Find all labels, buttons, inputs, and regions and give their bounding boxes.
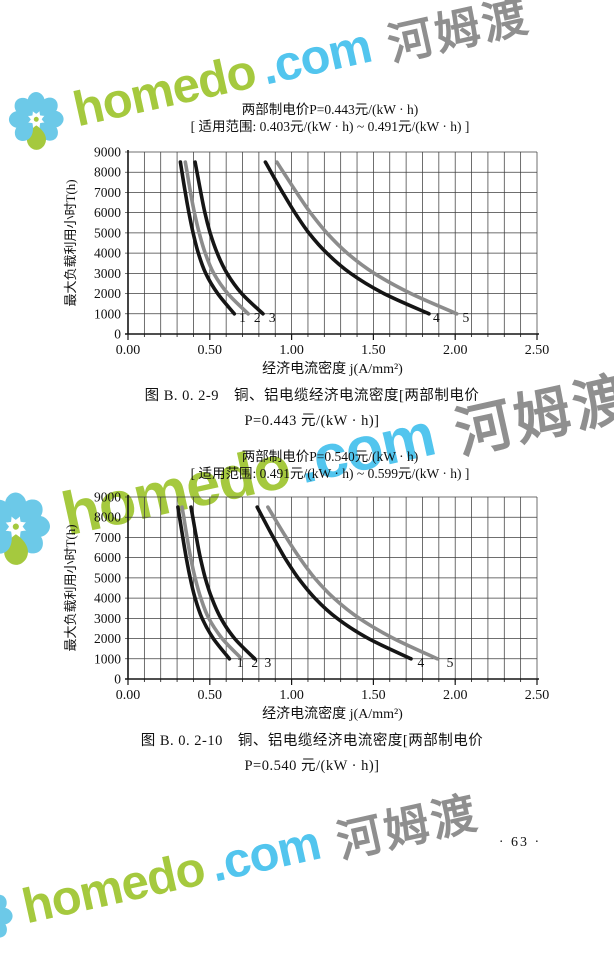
watermark-brand-text: homedo xyxy=(17,841,210,935)
curve-label-5: 5 xyxy=(462,310,469,325)
flower-petal xyxy=(14,97,33,117)
y-tick-label: 1000 xyxy=(94,306,121,321)
x-tick-label: 2.00 xyxy=(443,688,468,703)
watermark-tld-text: .com xyxy=(205,815,325,893)
curve-5 xyxy=(275,160,459,316)
y-tick-label: 2000 xyxy=(94,286,121,301)
homedo-flower-icon xyxy=(0,894,13,938)
x-tick-label: 2.50 xyxy=(525,688,550,703)
flower-petal xyxy=(0,894,7,913)
curve-2 xyxy=(183,160,250,316)
flower-petal xyxy=(8,110,31,128)
y-tick-label: 9000 xyxy=(94,490,121,505)
page-number: · 63 · xyxy=(498,835,542,850)
flower-petal xyxy=(0,919,7,938)
chart-1-caption-line2: P=0.443 元/(kW · h)] xyxy=(244,413,380,429)
watermark-bottom: homedo .com 河姆渡 xyxy=(0,776,484,954)
curve-label-1: 1 xyxy=(239,310,246,325)
y-tick-label: 3000 xyxy=(94,266,121,281)
chart-2-title: 两部制电价P=0.540元/(kW · h) xyxy=(241,449,419,464)
y-tick-label: 6000 xyxy=(94,205,121,220)
y-tick-label: 6000 xyxy=(94,550,121,565)
x-tick-label: 0.50 xyxy=(198,688,223,703)
x-tick-label: 1.00 xyxy=(279,343,304,358)
curve-4 xyxy=(263,160,431,316)
watermark-cjk-text: 河姆渡 xyxy=(383,0,535,71)
curve-label-4: 4 xyxy=(433,310,440,325)
y-tick-label: 2000 xyxy=(94,631,121,646)
flower-leaf-petal xyxy=(26,125,46,150)
flower-petal xyxy=(14,122,34,141)
y-axis-title: 最大负载利用小时T(h) xyxy=(63,524,78,651)
watermark-tld-text: .com xyxy=(256,18,376,96)
curve-label-3: 3 xyxy=(265,655,272,670)
curve-label-2: 2 xyxy=(254,310,261,325)
flower-leaf-petal xyxy=(4,534,28,565)
chart-2-subtitle: [ 适用范围: 0.491元/(kW · h) ~ 0.599元/(kW · h… xyxy=(190,466,470,481)
y-tick-label: 8000 xyxy=(94,510,121,525)
chart-1-plot: 0.00 0.50 1.00 1.50 2.00 2.50 0 1000 2000 3000 400… xyxy=(63,145,550,378)
chart-1-caption-line1: 图 B. 0. 2-9 铜、铝电缆经济电流密度[两部制电价 xyxy=(144,388,480,404)
flower-petal xyxy=(0,516,10,538)
curve-label-5: 5 xyxy=(447,655,454,670)
x-tick-label: 1.00 xyxy=(279,688,304,703)
y-tick-label: 8000 xyxy=(94,165,121,180)
curve-1 xyxy=(178,160,237,316)
x-tick-label: 0.00 xyxy=(116,688,141,703)
chart-1-title: 两部制电价P=0.443元/(kW · h) xyxy=(241,102,419,117)
chart-1-subtitle: [ 适用范围: 0.403元/(kW · h) ~ 0.491元/(kW · h… xyxy=(190,119,470,134)
flower-petal xyxy=(0,499,12,523)
curve-label-2: 2 xyxy=(251,655,258,670)
x-axis-title: 经济电流密度 j(A/mm²) xyxy=(262,360,403,377)
curve-2 xyxy=(180,505,244,661)
flower-petal xyxy=(0,530,12,554)
curve-label-3: 3 xyxy=(269,310,276,325)
flower-petal xyxy=(5,492,27,520)
x-tick-label: 1.50 xyxy=(361,343,386,358)
curve-3 xyxy=(189,505,257,661)
chart-2-caption: 图 B. 0. 2-10 铜、铝电缆经济电流密度[两部制电价 P=0.540 元… xyxy=(57,729,567,779)
y-axis-title: 最大负载利用小时T(h) xyxy=(63,179,78,306)
x-tick-label: 0.00 xyxy=(116,343,141,358)
curve-3 xyxy=(193,160,265,316)
y-tick-label: 5000 xyxy=(94,225,121,240)
x-axis-title: 经济电流密度 j(A/mm²) xyxy=(262,705,403,722)
y-tick-label: 5000 xyxy=(94,570,121,585)
flower-petal xyxy=(22,515,50,538)
y-tick-label: 7000 xyxy=(94,530,121,545)
curve-5 xyxy=(266,505,439,661)
chart-2-caption-line1: 图 B. 0. 2-10 铜、铝电缆经济电流密度[两部制电价 xyxy=(140,733,484,749)
watermark-cjk-text: 河姆渡 xyxy=(332,786,484,868)
flower-petal xyxy=(20,530,43,554)
x-tick-label: 0.50 xyxy=(198,343,223,358)
flower-center-dot xyxy=(33,116,39,122)
curve-label-1: 1 xyxy=(237,655,244,670)
x-tick-label: 1.50 xyxy=(361,688,386,703)
y-tick-label: 0 xyxy=(114,672,121,687)
x-tick-label: 2.50 xyxy=(525,343,550,358)
y-tick-label: 4000 xyxy=(94,591,121,606)
y-tick-label: 7000 xyxy=(94,185,121,200)
y-tick-label: 9000 xyxy=(94,145,121,160)
y-tick-label: 1000 xyxy=(94,651,121,666)
flower-petal xyxy=(19,499,43,523)
curve-4 xyxy=(255,505,413,661)
flower-center-dot xyxy=(12,523,19,530)
y-tick-label: 4000 xyxy=(94,246,121,261)
chart-2-plot: 0.00 0.50 1.00 1.50 2.00 2.50 0 1000 2000 3000 400… xyxy=(63,490,550,723)
chart-1-caption: 图 B. 0. 2-9 铜、铝电缆经济电流密度[两部制电价 P=0.443 元/… xyxy=(57,384,567,434)
y-tick-label: 3000 xyxy=(94,611,121,626)
curve-1 xyxy=(176,505,232,661)
flower-petal xyxy=(0,907,13,925)
chart-2-caption-line2: P=0.540 元/(kW · h)] xyxy=(244,758,380,774)
y-tick-label: 0 xyxy=(114,327,121,342)
curve-label-4: 4 xyxy=(417,655,424,670)
x-tick-label: 2.00 xyxy=(443,343,468,358)
homedo-flower-icon xyxy=(0,492,50,565)
flower-petal xyxy=(27,91,45,114)
